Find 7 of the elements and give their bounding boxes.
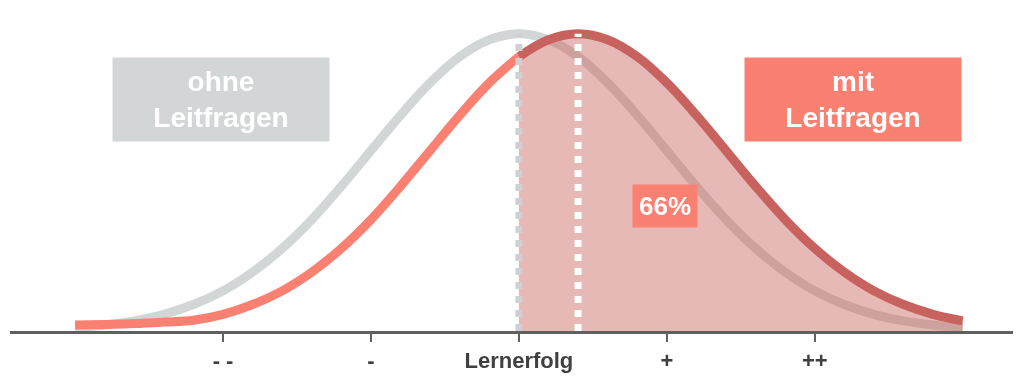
x-tick-label: ++ [801, 348, 828, 374]
annotation: 66% [639, 191, 692, 221]
x-tick-label: Lernerfolg [464, 348, 574, 374]
x-tick-label: + [660, 348, 674, 374]
x-tick-label: - - [212, 348, 234, 374]
text: mit Leitfragen [785, 66, 921, 134]
x-tick-label: - [367, 348, 375, 374]
